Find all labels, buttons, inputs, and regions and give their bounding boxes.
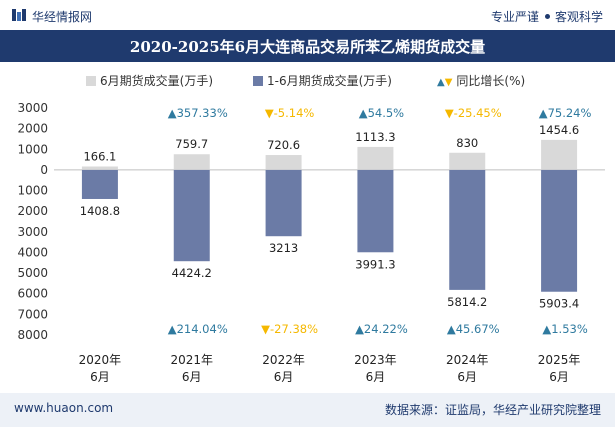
data-label-cumulative: 3991.3 — [355, 257, 395, 271]
legend-down-triangle-icon: ▼ — [444, 77, 453, 88]
dot-separator-icon — [544, 14, 550, 19]
bar-monthly — [265, 155, 302, 170]
data-label-monthly: 720.6 — [267, 138, 300, 152]
legend-yoy: ▲▼ 同比增长(%) — [437, 72, 525, 89]
bar-cumulative — [265, 169, 302, 237]
yoy-monthly-label: ▲357.33% — [168, 106, 228, 120]
x-tick-label-year: 2023年 — [354, 353, 397, 367]
data-label-cumulative: 5903.4 — [539, 297, 579, 311]
yoy-cumulative-label: ▼-27.38% — [261, 322, 318, 336]
x-tick-label-month: 6月 — [274, 370, 294, 384]
data-label-cumulative: 4424.2 — [172, 266, 212, 280]
data-label-monthly: 1454.6 — [539, 123, 579, 137]
legend-cumulative: 1-6月期货成交量(万手) — [253, 72, 392, 89]
title-bar — [0, 30, 615, 62]
yoy-monthly-label: ▲75.24% — [539, 106, 592, 120]
legend-cumulative-swatch-icon — [253, 76, 263, 86]
x-tick-label-year: 2022年 — [262, 353, 305, 367]
bar-cumulative — [357, 169, 394, 253]
y-tick-label: 5000 — [17, 266, 48, 280]
yoy-cumulative-label: ▲1.53% — [542, 322, 587, 336]
legend-monthly-swatch-icon — [86, 76, 96, 86]
legend-monthly: 6月期货成交量(万手) — [86, 72, 213, 89]
data-label-monthly: 166.1 — [83, 149, 116, 163]
bar-cumulative — [541, 169, 578, 292]
y-tick-label: 1000 — [17, 142, 48, 156]
y-tick-label: 3000 — [17, 101, 48, 115]
x-tick-label-year: 2021年 — [170, 353, 213, 367]
bar-cumulative — [173, 169, 210, 262]
x-tick-label-month: 6月 — [366, 370, 386, 384]
brand-name: 华经情报网 — [32, 10, 93, 24]
x-tick-label-year: 2025年 — [538, 353, 581, 367]
x-tick-label-year: 2024年 — [446, 353, 489, 367]
footer: www.huaon.com 数据来源：证监局，华经产业研究院整理 — [0, 393, 615, 427]
data-label-monthly: 1113.3 — [355, 130, 395, 144]
data-label-cumulative: 5814.2 — [447, 295, 487, 309]
footer-source: 数据来源：证监局，华经产业研究院整理 — [384, 403, 601, 417]
x-tick-label-month: 6月 — [90, 370, 110, 384]
y-tick-label: 7000 — [17, 307, 48, 321]
logo-icon — [12, 9, 26, 21]
yoy-cumulative-label: ▲24.22% — [355, 322, 408, 336]
y-tick-label: 2000 — [17, 204, 48, 218]
bar-monthly — [81, 166, 118, 170]
bar-monthly — [173, 154, 210, 170]
data-label-monthly: 759.7 — [175, 137, 208, 151]
tag-objective: 客观科学 — [554, 10, 603, 24]
legend-yoy-label: 同比增长(%) — [456, 74, 526, 88]
legend-cumulative-label: 1-6月期货成交量(万手) — [267, 74, 392, 88]
yoy-cumulative-label: ▲214.04% — [168, 322, 228, 336]
data-label-cumulative: 3213 — [269, 241, 298, 255]
x-tick-label-month: 6月 — [182, 370, 202, 384]
bar-monthly — [357, 146, 394, 170]
yoy-monthly-label: ▼-5.14% — [265, 106, 315, 120]
top-bar: 华经情报网 专业严谨 客观科学 — [0, 0, 615, 30]
bar-cumulative — [81, 169, 118, 199]
yoy-cumulative-label: ▲45.67% — [447, 322, 500, 336]
header-tags: 专业严谨 客观科学 — [491, 8, 603, 25]
chart-title: 2020-2025年6月大连商品交易所苯乙烯期货成交量 — [129, 38, 486, 56]
y-tick-label: 2000 — [17, 122, 48, 136]
bar-cumulative — [449, 169, 486, 290]
bar-monthly — [541, 139, 578, 170]
y-tick-label: 8000 — [17, 328, 48, 342]
data-label-cumulative: 1408.8 — [80, 204, 120, 218]
chart-plot: 3000 2000 1000 0 1000 2000 3000 4000 5000 6000 700… — [17, 101, 605, 384]
y-tick-label: 1000 — [17, 184, 48, 198]
x-tick-label-year: 2020年 — [79, 353, 122, 367]
x-tick-label-month: 6月 — [457, 370, 477, 384]
tag-professional: 专业严谨 — [490, 10, 539, 24]
y-tick-label: 4000 — [17, 245, 48, 259]
legend-monthly-label: 6月期货成交量(万手) — [100, 74, 213, 88]
y-tick-label: 0 — [40, 163, 48, 177]
yoy-monthly-label: ▲54.5% — [359, 106, 404, 120]
y-tick-label: 6000 — [17, 287, 48, 301]
data-label-monthly: 830 — [456, 136, 478, 150]
x-tick-label-month: 6月 — [549, 370, 569, 384]
legend-up-triangle-icon: ▲ — [437, 77, 445, 88]
yoy-monthly-label: ▼-25.45% — [445, 106, 502, 120]
y-tick-label: 3000 — [17, 225, 48, 239]
legend: 6月期货成交量(万手) 1-6月期货成交量(万手) ▲▼ 同比增长(%) — [0, 72, 615, 90]
bar-monthly — [449, 152, 486, 170]
footer-site: www.huaon.com — [14, 401, 114, 415]
